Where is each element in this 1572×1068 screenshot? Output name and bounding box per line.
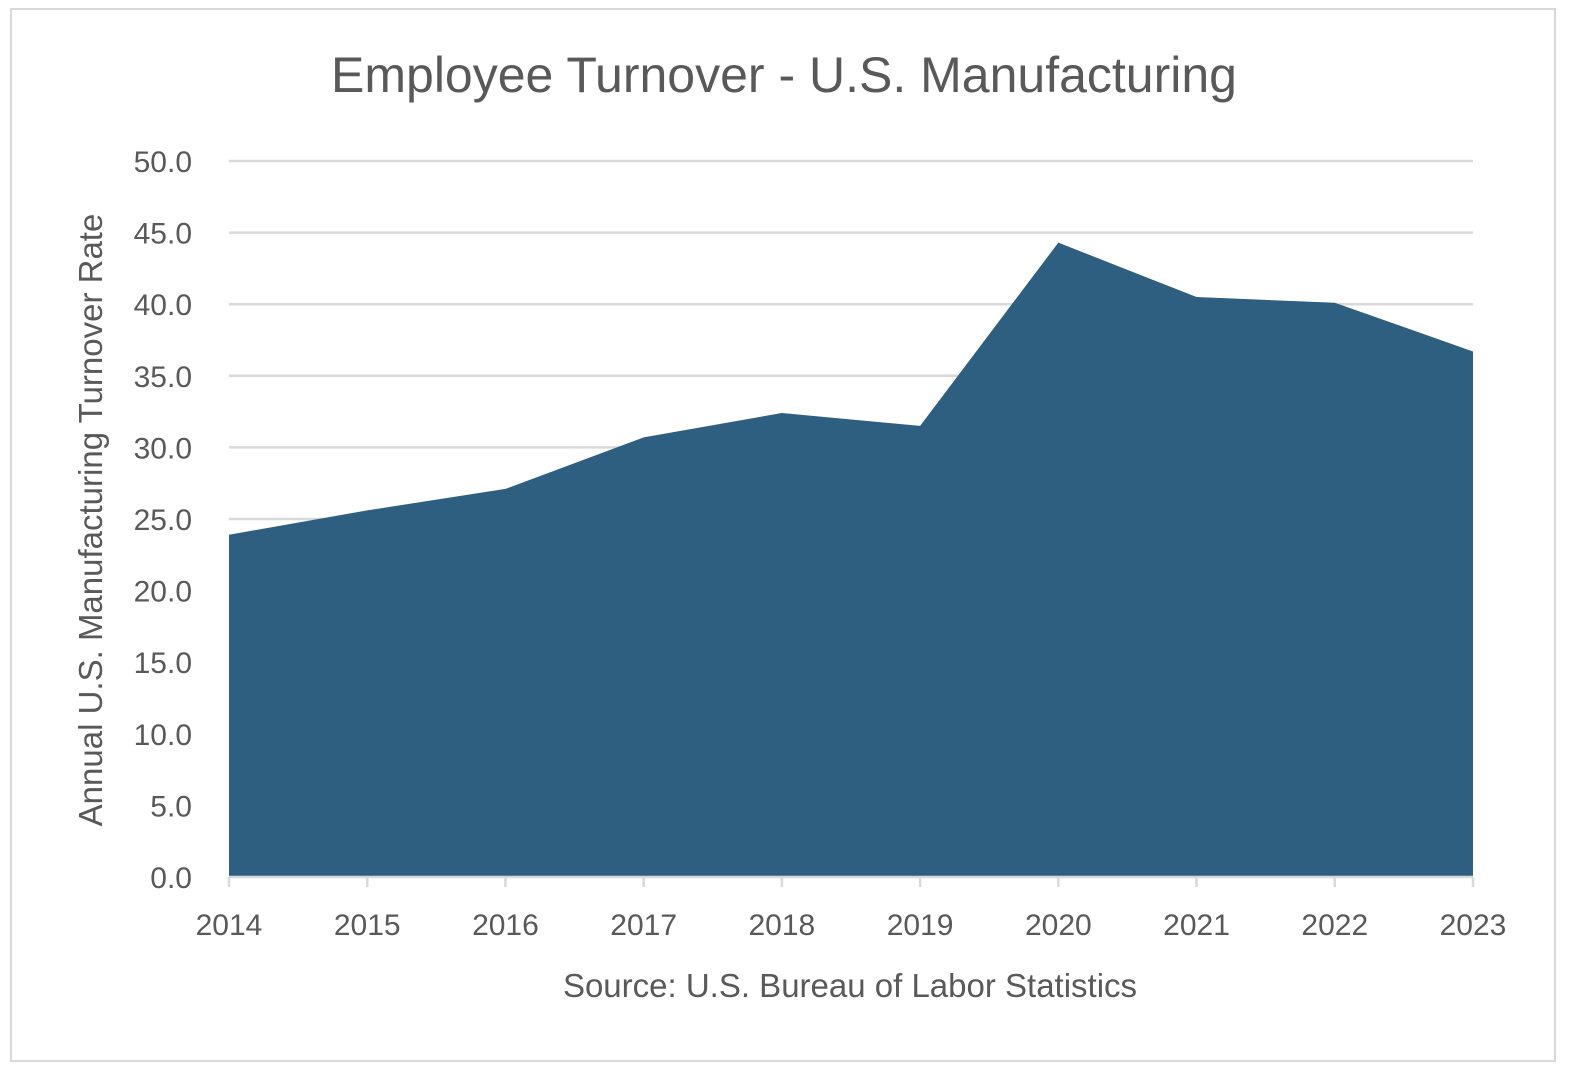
x-tick-label: 2022 [1301,909,1368,942]
chart-title: Employee Turnover - U.S. Manufacturing [331,47,1237,103]
x-tick-label: 2018 [749,909,816,942]
x-tick-label: 2020 [1025,909,1092,942]
y-tick-label: 35.0 [134,361,192,394]
y-tick-label: 0.0 [150,862,192,895]
y-tick-label: 10.0 [134,719,192,752]
y-tick-label: 5.0 [150,790,192,823]
x-tick-label: 2023 [1440,909,1507,942]
x-tick-label: 2016 [472,909,539,942]
x-tick-label: 2017 [610,909,677,942]
y-tick-label: 50.0 [134,146,192,179]
y-tick-label: 45.0 [134,218,192,251]
y-axis-label: Annual U.S. Manufacturing Turnover Rate [72,214,109,827]
x-axis-label: Source: U.S. Bureau of Labor Statistics [563,967,1137,1004]
x-tick-label: 2019 [887,909,954,942]
area-fill [229,242,1473,877]
y-tick-label: 20.0 [134,576,192,609]
x-axis-ticks: 2014 2015 2016 2017 2018 2019 2020 2021 2022 2023 [196,875,1507,942]
x-tick-label: 2014 [196,909,263,942]
x-tick-label: 2021 [1163,909,1230,942]
y-tick-label: 15.0 [134,647,192,680]
y-tick-label: 40.0 [134,289,192,322]
area-series [229,242,1473,877]
y-axis-ticks: 0.0 5.0 10.0 15.0 20.0 25.0 30.0 35.0 40.0 45.0 50… [134,146,192,895]
y-tick-label: 25.0 [134,504,192,537]
y-tick-label: 30.0 [134,432,192,465]
x-tick-label: 2015 [334,909,401,942]
